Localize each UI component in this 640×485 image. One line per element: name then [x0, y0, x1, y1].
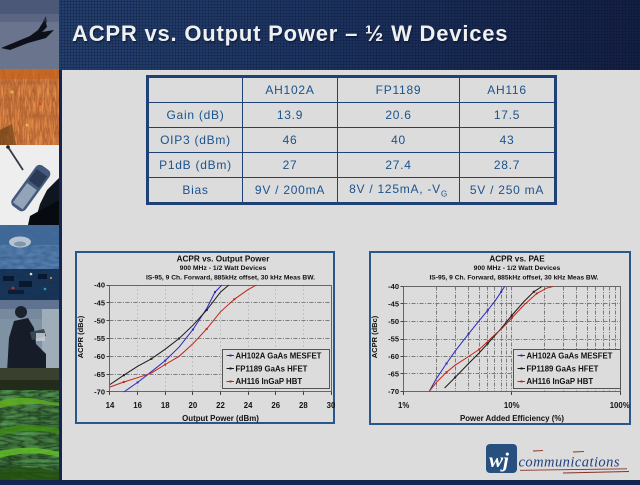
svg-text:100%: 100%	[610, 401, 630, 410]
svg-text:FP1189 GaAs HFET: FP1189 GaAs HFET	[527, 365, 599, 374]
svg-text:ACPR vs. PAE: ACPR vs. PAE	[489, 255, 545, 264]
svg-text:Power Added Efficiency (%): Power Added Efficiency (%)	[460, 414, 564, 423]
svg-text:-65: -65	[94, 370, 105, 379]
svg-text:ACPR (dBc): ACPR (dBc)	[370, 315, 379, 358]
svg-text:AH102A GaAs MESFET: AH102A GaAs MESFET	[527, 352, 613, 361]
svg-text:16: 16	[133, 401, 142, 410]
svg-text:-60: -60	[388, 352, 399, 361]
svg-text:communications: communications	[519, 455, 620, 471]
svg-text:-40: -40	[388, 282, 399, 291]
svg-text:24: 24	[244, 401, 253, 410]
svg-text:ACPR (dBc): ACPR (dBc)	[76, 315, 85, 358]
svg-text:-45: -45	[94, 299, 105, 308]
svg-text:FP1189 GaAs HFET: FP1189 GaAs HFET	[236, 365, 308, 374]
svg-text:18: 18	[161, 401, 170, 410]
svg-text:26: 26	[271, 401, 280, 410]
svg-text:-45: -45	[388, 300, 399, 309]
svg-text:Output Power (dBm): Output Power (dBm)	[182, 414, 259, 423]
svg-text:28: 28	[299, 401, 308, 410]
svg-text:IS-95, 9 Ch. Forward, 885kHz o: IS-95, 9 Ch. Forward, 885kHz offset, 30 …	[429, 275, 598, 282]
svg-text:wj: wj	[489, 448, 509, 472]
svg-text:-55: -55	[94, 334, 105, 343]
svg-text:-55: -55	[388, 335, 399, 344]
svg-text:IS-95, 9 Ch. Forward, 885kHz o: IS-95, 9 Ch. Forward, 885kHz offset, 30 …	[146, 275, 315, 282]
svg-text:1%: 1%	[398, 401, 409, 410]
svg-text:-60: -60	[94, 352, 105, 361]
svg-text:-40: -40	[94, 281, 105, 290]
svg-text:-50: -50	[388, 317, 399, 326]
svg-text:22: 22	[216, 401, 225, 410]
svg-text:20: 20	[189, 401, 198, 410]
svg-text:-50: -50	[94, 316, 105, 325]
svg-text:AH102A GaAs MESFET: AH102A GaAs MESFET	[236, 352, 322, 361]
svg-text:AH116 InGaP HBT: AH116 InGaP HBT	[527, 377, 594, 386]
svg-text:10%: 10%	[504, 401, 520, 410]
svg-text:900 MHz - 1/2 Watt Devices: 900 MHz - 1/2 Watt Devices	[474, 265, 561, 272]
svg-text:AH116 InGaP HBT: AH116 InGaP HBT	[236, 377, 303, 386]
svg-text:-70: -70	[388, 387, 399, 396]
svg-text:-70: -70	[94, 388, 105, 397]
svg-text:900 MHz - 1/2 Watt Devices: 900 MHz - 1/2 Watt Devices	[180, 265, 267, 272]
svg-text:14: 14	[106, 401, 115, 410]
svg-text:-65: -65	[388, 370, 399, 379]
svg-text:ACPR vs. Output Power: ACPR vs. Output Power	[177, 255, 271, 264]
svg-text:30: 30	[327, 401, 335, 410]
